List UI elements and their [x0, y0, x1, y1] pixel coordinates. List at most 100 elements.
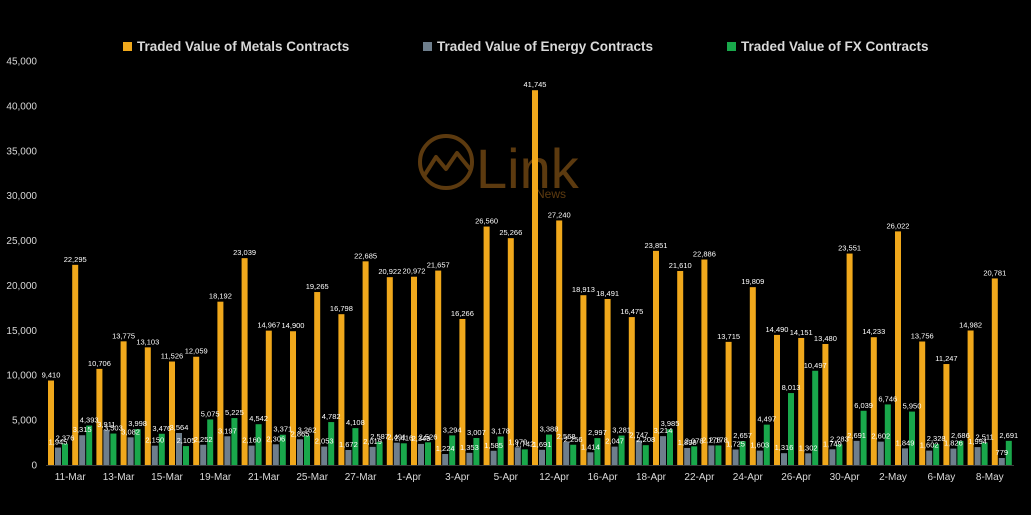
metals-bar: [169, 361, 175, 465]
x-tick-label: 19-Mar: [200, 472, 232, 483]
watermark-logo-text: Link: [476, 137, 580, 200]
fx-value-label: 2,416: [394, 433, 413, 442]
fx-value-label: 2,078: [685, 436, 704, 445]
metals-value-label: 23,551: [838, 244, 861, 253]
metals-value-label: 20,972: [403, 267, 426, 276]
metals-value-label: 18,491: [596, 289, 619, 298]
energy-bar: [635, 440, 642, 465]
legend-item-fx: Traded Value of FX Contracts: [727, 39, 929, 54]
fx-value-label: 4,393: [80, 416, 99, 425]
metals-value-label: 13,756: [911, 332, 934, 341]
energy-bar: [902, 448, 908, 465]
legend-item-metals: Traded Value of Metals Contracts: [123, 39, 349, 54]
fx-value-label: 4,542: [249, 414, 268, 423]
energy-bar: [103, 429, 110, 465]
metals-bar: [846, 253, 853, 465]
metals-bar: [338, 314, 345, 465]
fx-bar: [86, 425, 93, 465]
fx-value-label: 4,497: [757, 415, 776, 424]
fx-bar: [183, 446, 189, 465]
energy-bar: [297, 439, 303, 465]
fx-bar: [546, 434, 552, 465]
fx-value-label: 8,013: [782, 383, 801, 392]
metals-value-label: 14,151: [790, 328, 813, 337]
fx-bar: [279, 434, 286, 465]
metals-bar: [483, 226, 490, 465]
fx-bar: [352, 428, 359, 465]
metals-bar: [701, 259, 708, 465]
x-tick-label: 11-Mar: [55, 472, 87, 483]
metals-value-label: 14,982: [959, 320, 982, 329]
fx-bar: [497, 436, 504, 465]
fx-value-label: 3,371: [273, 425, 292, 434]
metals-value-label: 9,410: [42, 371, 61, 380]
fx-bar: [933, 444, 940, 465]
metals-bar: [96, 368, 103, 465]
metals-value-label: 10,706: [88, 359, 111, 368]
fx-value-label: 3,503: [104, 424, 123, 433]
energy-value-label: 1,826: [944, 439, 963, 448]
metals-bar: [532, 90, 538, 465]
fx-value-label: 2,587: [370, 432, 389, 441]
metals-value-label: 18,192: [209, 292, 232, 301]
energy-value-label: 1,849: [896, 438, 915, 447]
fx-bar: [231, 418, 238, 465]
metals-value-label: 12,059: [185, 347, 208, 356]
fx-bar: [304, 435, 310, 465]
energy-value-label: 3,315: [73, 425, 92, 434]
fx-bar: [594, 438, 601, 465]
x-tick-label: 22-Apr: [684, 472, 715, 483]
y-axis: 0 5,000 10,000 15,000 20,000 25,000 30,000 35,0…: [6, 57, 37, 472]
x-tick-label: 30-Apr: [830, 472, 861, 483]
energy-value-label: 1,898: [678, 438, 697, 447]
fx-bar: [1005, 440, 1012, 465]
metals-value-label: 16,798: [330, 304, 353, 313]
legend-swatch-metals: [123, 42, 132, 51]
energy-value-label: 1,585: [484, 441, 503, 450]
watermark-mountain-icon: [422, 151, 472, 178]
fx-value-label: 2,208: [636, 435, 655, 444]
metals-bar: [144, 347, 151, 465]
energy-value-label: 2,568: [557, 432, 576, 441]
legend-label-energy: Traded Value of Energy Contracts: [437, 39, 653, 54]
metals-bar: [798, 337, 805, 465]
x-tick-label: 21-Mar: [248, 472, 280, 483]
metals-value-label: 13,715: [717, 332, 740, 341]
fx-bar: [909, 411, 915, 465]
fx-bar: [158, 433, 165, 465]
metals-bar: [604, 298, 611, 465]
x-tick-label: 18-Apr: [636, 472, 667, 483]
y-tick-label: 40,000: [6, 101, 37, 112]
metals-bar: [774, 334, 780, 465]
plot-area: [48, 90, 1012, 465]
metals-bar: [193, 356, 200, 465]
energy-value-label: 2,178: [702, 435, 721, 444]
energy-value-label: 3,564: [170, 423, 189, 432]
energy-bar: [684, 447, 691, 465]
fx-value-label: 5,075: [201, 409, 220, 418]
energy-bar: [151, 445, 158, 465]
energy-bar: [853, 440, 860, 465]
energy-value-label: 1,414: [581, 442, 600, 451]
fx-bar: [788, 393, 794, 465]
fx-value-label: 2,691: [999, 431, 1018, 440]
fx-value-label: 2,256: [564, 435, 583, 444]
fx-value-label: 3,281: [612, 426, 631, 435]
x-tick-label: 24-Apr: [733, 472, 764, 483]
metals-value-label: 13,480: [814, 334, 837, 343]
energy-bar: [998, 458, 1005, 465]
energy-bar: [660, 436, 666, 465]
fx-value-label: 5,950: [903, 402, 922, 411]
fx-value-label: 2,376: [56, 434, 75, 443]
energy-bar: [466, 452, 473, 465]
fx-value-label: 2,511: [975, 432, 993, 441]
metals-value-label: 14,900: [282, 321, 305, 330]
fx-value-label: 2,657: [733, 431, 752, 440]
metals-value-label: 20,922: [378, 267, 401, 276]
energy-value-label: 2,150: [145, 436, 164, 445]
energy-bar: [732, 449, 739, 465]
fx-bar: [376, 441, 383, 465]
energy-bar: [369, 446, 376, 465]
energy-bar: [200, 444, 207, 465]
metals-value-label: 13,775: [112, 331, 135, 340]
